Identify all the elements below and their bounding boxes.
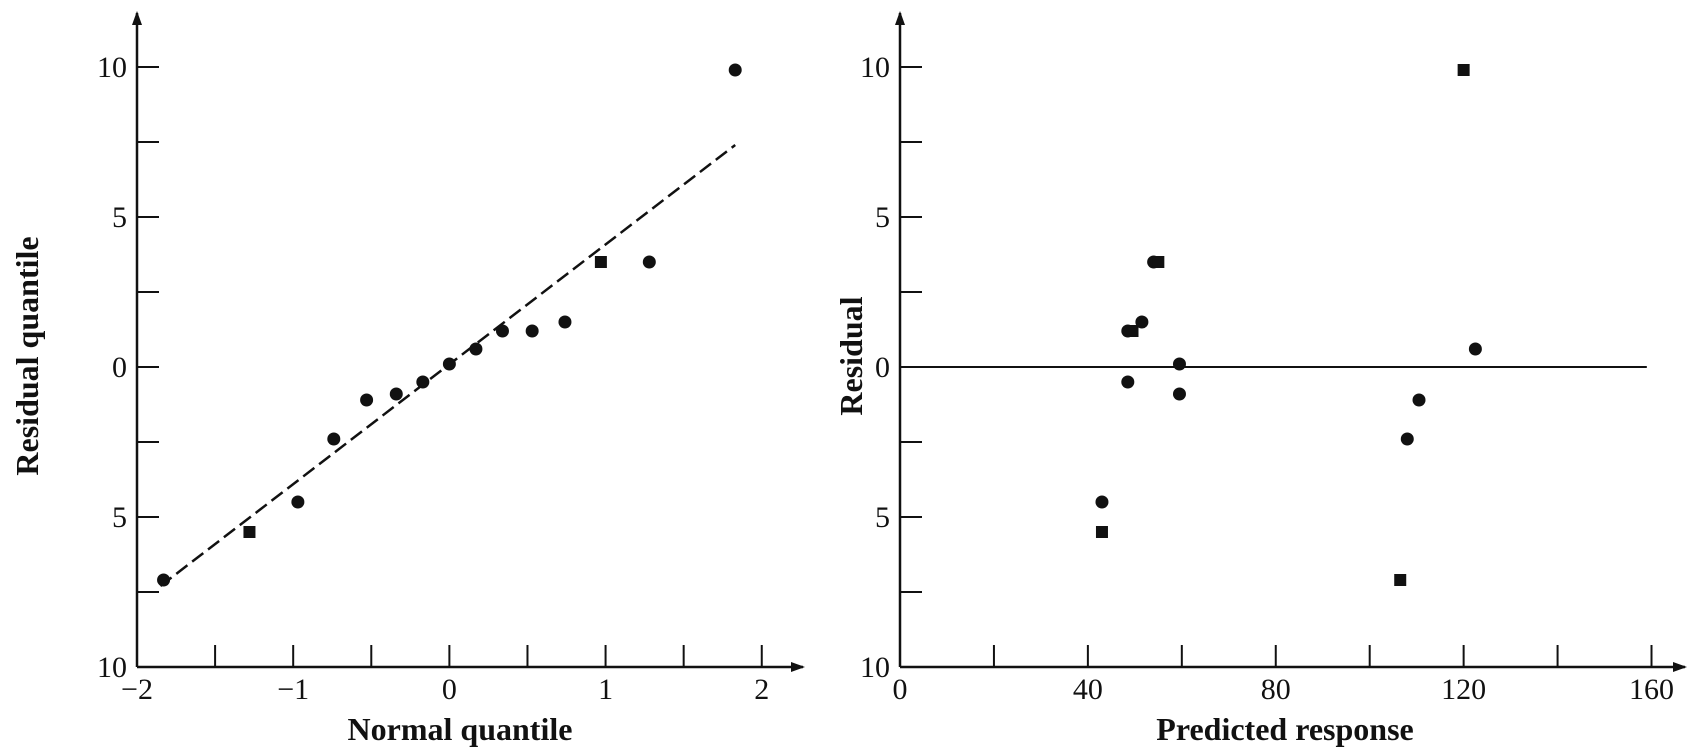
data-point [327, 433, 340, 446]
data-point [1152, 256, 1164, 268]
x-tick-label: 120 [1441, 673, 1486, 706]
data-point [1394, 574, 1406, 586]
y-tick-label: 5 [112, 201, 127, 234]
data-point [643, 256, 656, 269]
data-point [496, 325, 509, 338]
data-point [469, 343, 482, 356]
x-tick-label: 0 [442, 673, 457, 706]
data-point [1135, 316, 1148, 329]
data-point [1096, 526, 1108, 538]
data-point [1469, 343, 1482, 356]
data-point [1458, 64, 1470, 76]
y-tick-label: 10 [860, 51, 890, 84]
data-point [243, 526, 255, 538]
y-tick-label: 10 [860, 651, 890, 684]
data-point [595, 256, 607, 268]
data-point [291, 496, 304, 509]
data-point [1095, 496, 1108, 509]
x-axis-title: Predicted response [1156, 711, 1413, 747]
y-tick-label: 5 [875, 201, 890, 234]
data-point [526, 325, 539, 338]
x-tick-label: 160 [1629, 673, 1674, 706]
x-tick-label: 80 [1261, 673, 1291, 706]
x-tick-label: 0 [893, 673, 908, 706]
y-axis-arrow [895, 11, 905, 25]
x-axis-title: Normal quantile [348, 711, 573, 747]
data-point [1127, 325, 1139, 337]
y-tick-label: 0 [112, 351, 127, 384]
x-tick-label: −2 [121, 673, 153, 706]
y-tick-label: 0 [875, 351, 890, 384]
data-point [1413, 394, 1426, 407]
x-axis-arrow [791, 662, 805, 672]
y-tick-label: 5 [112, 501, 127, 534]
data-point [1173, 388, 1186, 401]
data-point [729, 64, 742, 77]
x-tick-label: −1 [277, 673, 309, 706]
x-axis-arrow [1673, 662, 1687, 672]
data-point [1173, 358, 1186, 371]
data-point [390, 388, 403, 401]
data-point [443, 358, 456, 371]
data-point [360, 394, 373, 407]
data-point [558, 316, 571, 329]
y-tick-label: 5 [875, 501, 890, 534]
x-tick-label: 2 [754, 673, 769, 706]
data-point [157, 574, 170, 587]
data-point [1121, 376, 1134, 389]
y-tick-label: 10 [97, 51, 127, 84]
x-tick-label: 40 [1073, 673, 1103, 706]
data-point [416, 376, 429, 389]
y-axis-title: Residual quantile [9, 236, 45, 475]
y-axis-arrow [132, 11, 142, 25]
data-point [1401, 433, 1414, 446]
x-tick-label: 1 [598, 673, 613, 706]
y-axis-title: Residual [833, 296, 869, 415]
